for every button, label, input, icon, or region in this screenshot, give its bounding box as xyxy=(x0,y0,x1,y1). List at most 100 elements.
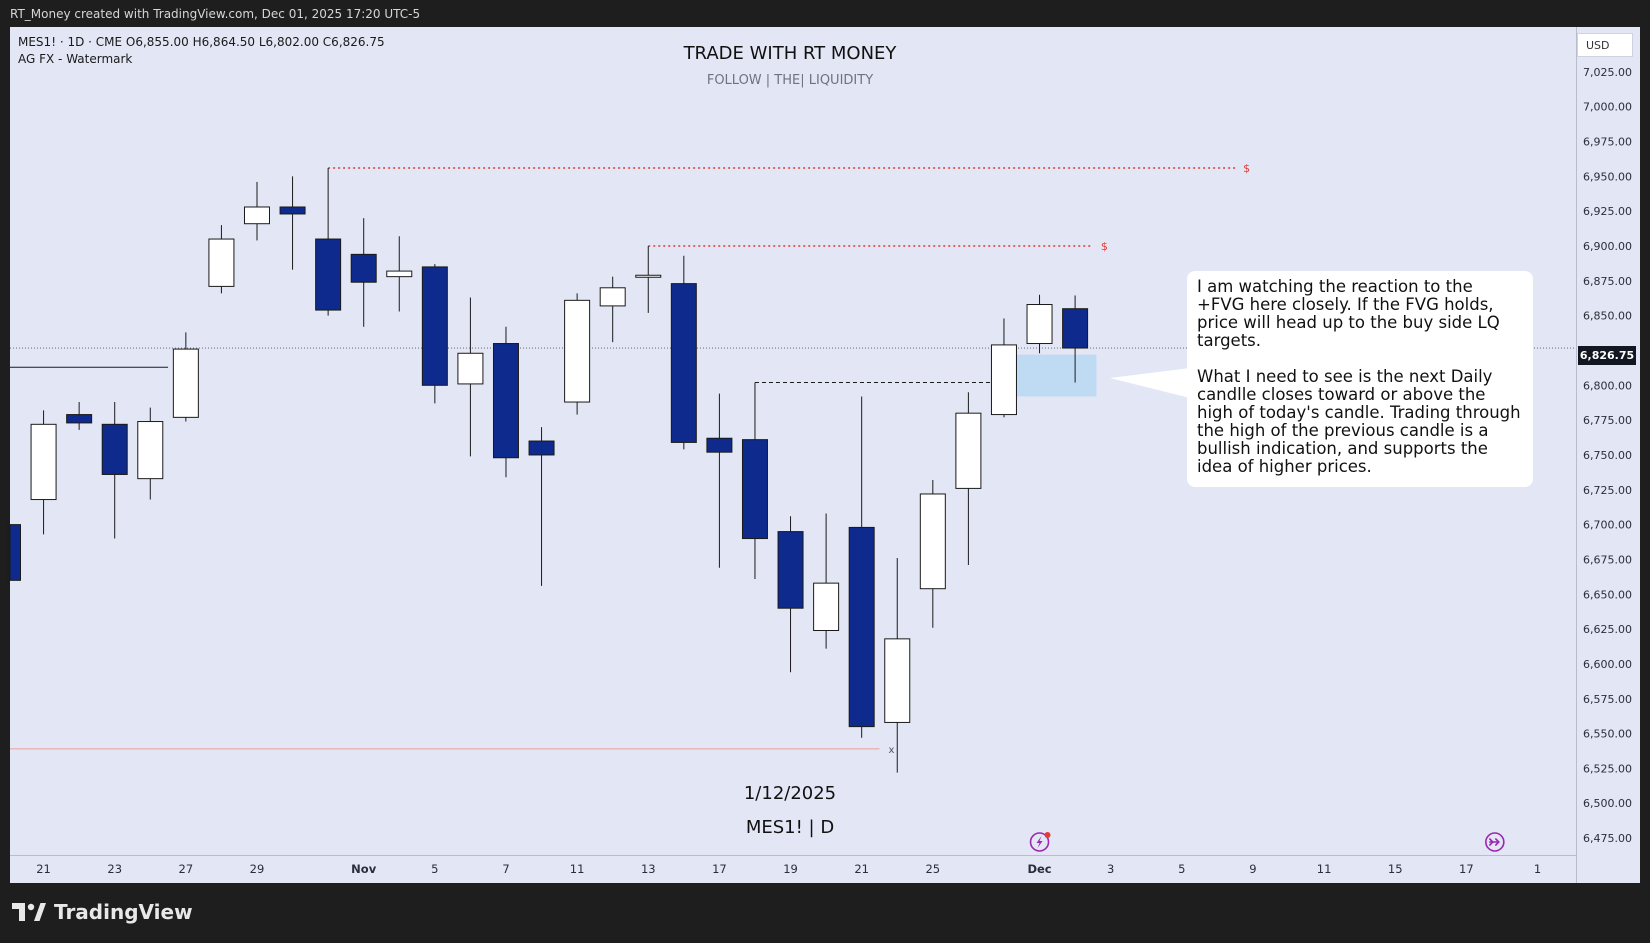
time-tick-label: 1 xyxy=(1534,862,1541,876)
price-tick-label: 6,475.00 xyxy=(1583,832,1632,845)
candle-body xyxy=(919,493,946,590)
candle-body xyxy=(9,524,21,581)
price-tick-label: 7,000.00 xyxy=(1583,101,1632,114)
bear-candle[interactable] xyxy=(279,176,306,270)
note-pointer xyxy=(1110,368,1190,398)
candle-body xyxy=(350,253,377,283)
candle-body xyxy=(386,270,413,278)
liquidity-marker-label: $ xyxy=(1243,162,1250,175)
bull-candle[interactable] xyxy=(599,276,626,343)
candle-body xyxy=(421,266,448,386)
price-tick-label: 6,600.00 xyxy=(1583,658,1632,671)
bear-candle[interactable] xyxy=(706,393,733,568)
bull-candle[interactable] xyxy=(386,236,413,312)
bear-candle[interactable] xyxy=(350,218,377,327)
tradingview-logo[interactable]: TradingView xyxy=(12,900,193,924)
fast-forward-icon[interactable] xyxy=(1485,832,1505,852)
price-tick-label: 6,625.00 xyxy=(1583,623,1632,636)
economic-event-icon[interactable] xyxy=(1029,832,1051,852)
attribution-bar: RT_Money created with TradingView.com, D… xyxy=(0,0,1650,27)
candle-body xyxy=(492,343,519,459)
bull-candle[interactable] xyxy=(172,332,199,422)
candle-body xyxy=(813,582,840,631)
candle-body xyxy=(564,299,591,403)
time-tick-label: 13 xyxy=(641,862,656,876)
bull-candle[interactable] xyxy=(884,558,911,773)
price-tick-label: 6,775.00 xyxy=(1583,414,1632,427)
liquidity-marker-label: $ xyxy=(1101,240,1108,253)
candle-body xyxy=(243,206,270,225)
candle-body xyxy=(1026,304,1053,345)
time-tick-label: 21 xyxy=(854,862,869,876)
bull-candle[interactable] xyxy=(635,246,662,313)
bear-candle[interactable] xyxy=(777,516,804,673)
price-tick-label: 6,675.00 xyxy=(1583,553,1632,566)
watermark-subtitle: FOLLOW | THE| LIQUIDITY xyxy=(706,73,874,88)
bull-candle[interactable] xyxy=(813,513,840,649)
bull-candle[interactable] xyxy=(243,181,270,241)
time-tick-label: Dec xyxy=(1027,862,1051,876)
candle-body xyxy=(599,287,626,307)
bear-candle[interactable] xyxy=(848,396,875,738)
time-tick-label: 21 xyxy=(36,862,51,876)
symbol-ohlc-line[interactable]: MES1! · 1D · CME O6,855.00 H6,864.50 L6,… xyxy=(18,35,385,49)
price-tick-label: 6,550.00 xyxy=(1583,728,1632,741)
time-tick-label: 27 xyxy=(179,862,194,876)
bear-candle[interactable] xyxy=(1062,295,1089,383)
price-tick-label: 6,875.00 xyxy=(1583,275,1632,288)
swept-marker-label: x xyxy=(888,745,894,756)
bear-candle[interactable] xyxy=(741,382,768,579)
bull-candle[interactable] xyxy=(564,293,591,415)
time-tick-label: 5 xyxy=(1178,862,1185,876)
bull-candle[interactable] xyxy=(137,407,164,500)
watermark-title: TRADE WITH RT MONEY xyxy=(683,43,897,64)
bear-candle[interactable] xyxy=(492,326,519,478)
footer-bar xyxy=(0,883,1650,943)
candle-body xyxy=(137,421,164,480)
price-tick-label: 6,925.00 xyxy=(1583,205,1632,218)
bear-candle[interactable] xyxy=(670,255,697,450)
bear-candle[interactable] xyxy=(7,517,21,586)
bull-candle[interactable] xyxy=(457,297,484,457)
candle-body xyxy=(457,352,484,385)
currency-selector[interactable]: USD xyxy=(1577,33,1633,57)
watermark-date: 1/12/2025 xyxy=(743,783,837,804)
price-tick-label: 6,975.00 xyxy=(1583,136,1632,149)
analysis-note[interactable]: I am watching the reaction to the +FVG h… xyxy=(1187,271,1533,487)
price-tick-label: 6,950.00 xyxy=(1583,170,1632,183)
candle-body xyxy=(315,238,342,311)
price-tick-label: 6,750.00 xyxy=(1583,449,1632,462)
time-tick-label: 5 xyxy=(431,862,438,876)
candle-body xyxy=(777,531,804,609)
price-tick-label: 6,900.00 xyxy=(1583,240,1632,253)
note-paragraph-2: What I need to see is the next Daily can… xyxy=(1197,367,1521,476)
indicator-label[interactable]: AG FX - Watermark xyxy=(18,52,133,66)
bull-candle[interactable] xyxy=(955,392,982,566)
bear-candle[interactable] xyxy=(315,167,342,316)
bear-candle[interactable] xyxy=(101,402,128,539)
bull-candle[interactable] xyxy=(990,318,1017,418)
price-tick-label: 6,800.00 xyxy=(1583,379,1632,392)
tradingview-mark-icon xyxy=(12,903,46,921)
candle-body xyxy=(990,344,1017,416)
candle-body xyxy=(30,423,57,501)
bear-candle[interactable] xyxy=(66,402,93,430)
price-tick-label: 6,725.00 xyxy=(1583,484,1632,497)
candle-body xyxy=(848,526,875,728)
bull-candle[interactable] xyxy=(1026,294,1053,354)
candle-body xyxy=(955,412,982,489)
candle-body xyxy=(741,439,768,540)
attribution-text: RT_Money created with TradingView.com, D… xyxy=(10,7,421,21)
last-price-tag: 6,826.75 xyxy=(1578,346,1636,365)
bull-candle[interactable] xyxy=(208,225,235,294)
bear-candle[interactable] xyxy=(421,264,448,404)
price-tick-label: 6,700.00 xyxy=(1583,519,1632,532)
time-tick-label: 17 xyxy=(1459,862,1474,876)
time-tick-label: 3 xyxy=(1107,862,1114,876)
time-tick-label: 29 xyxy=(250,862,265,876)
bear-candle[interactable] xyxy=(528,427,555,586)
bull-candle[interactable] xyxy=(30,410,57,535)
bull-candle[interactable] xyxy=(919,480,946,628)
candle-body xyxy=(884,638,911,723)
time-tick-label: 19 xyxy=(783,862,798,876)
